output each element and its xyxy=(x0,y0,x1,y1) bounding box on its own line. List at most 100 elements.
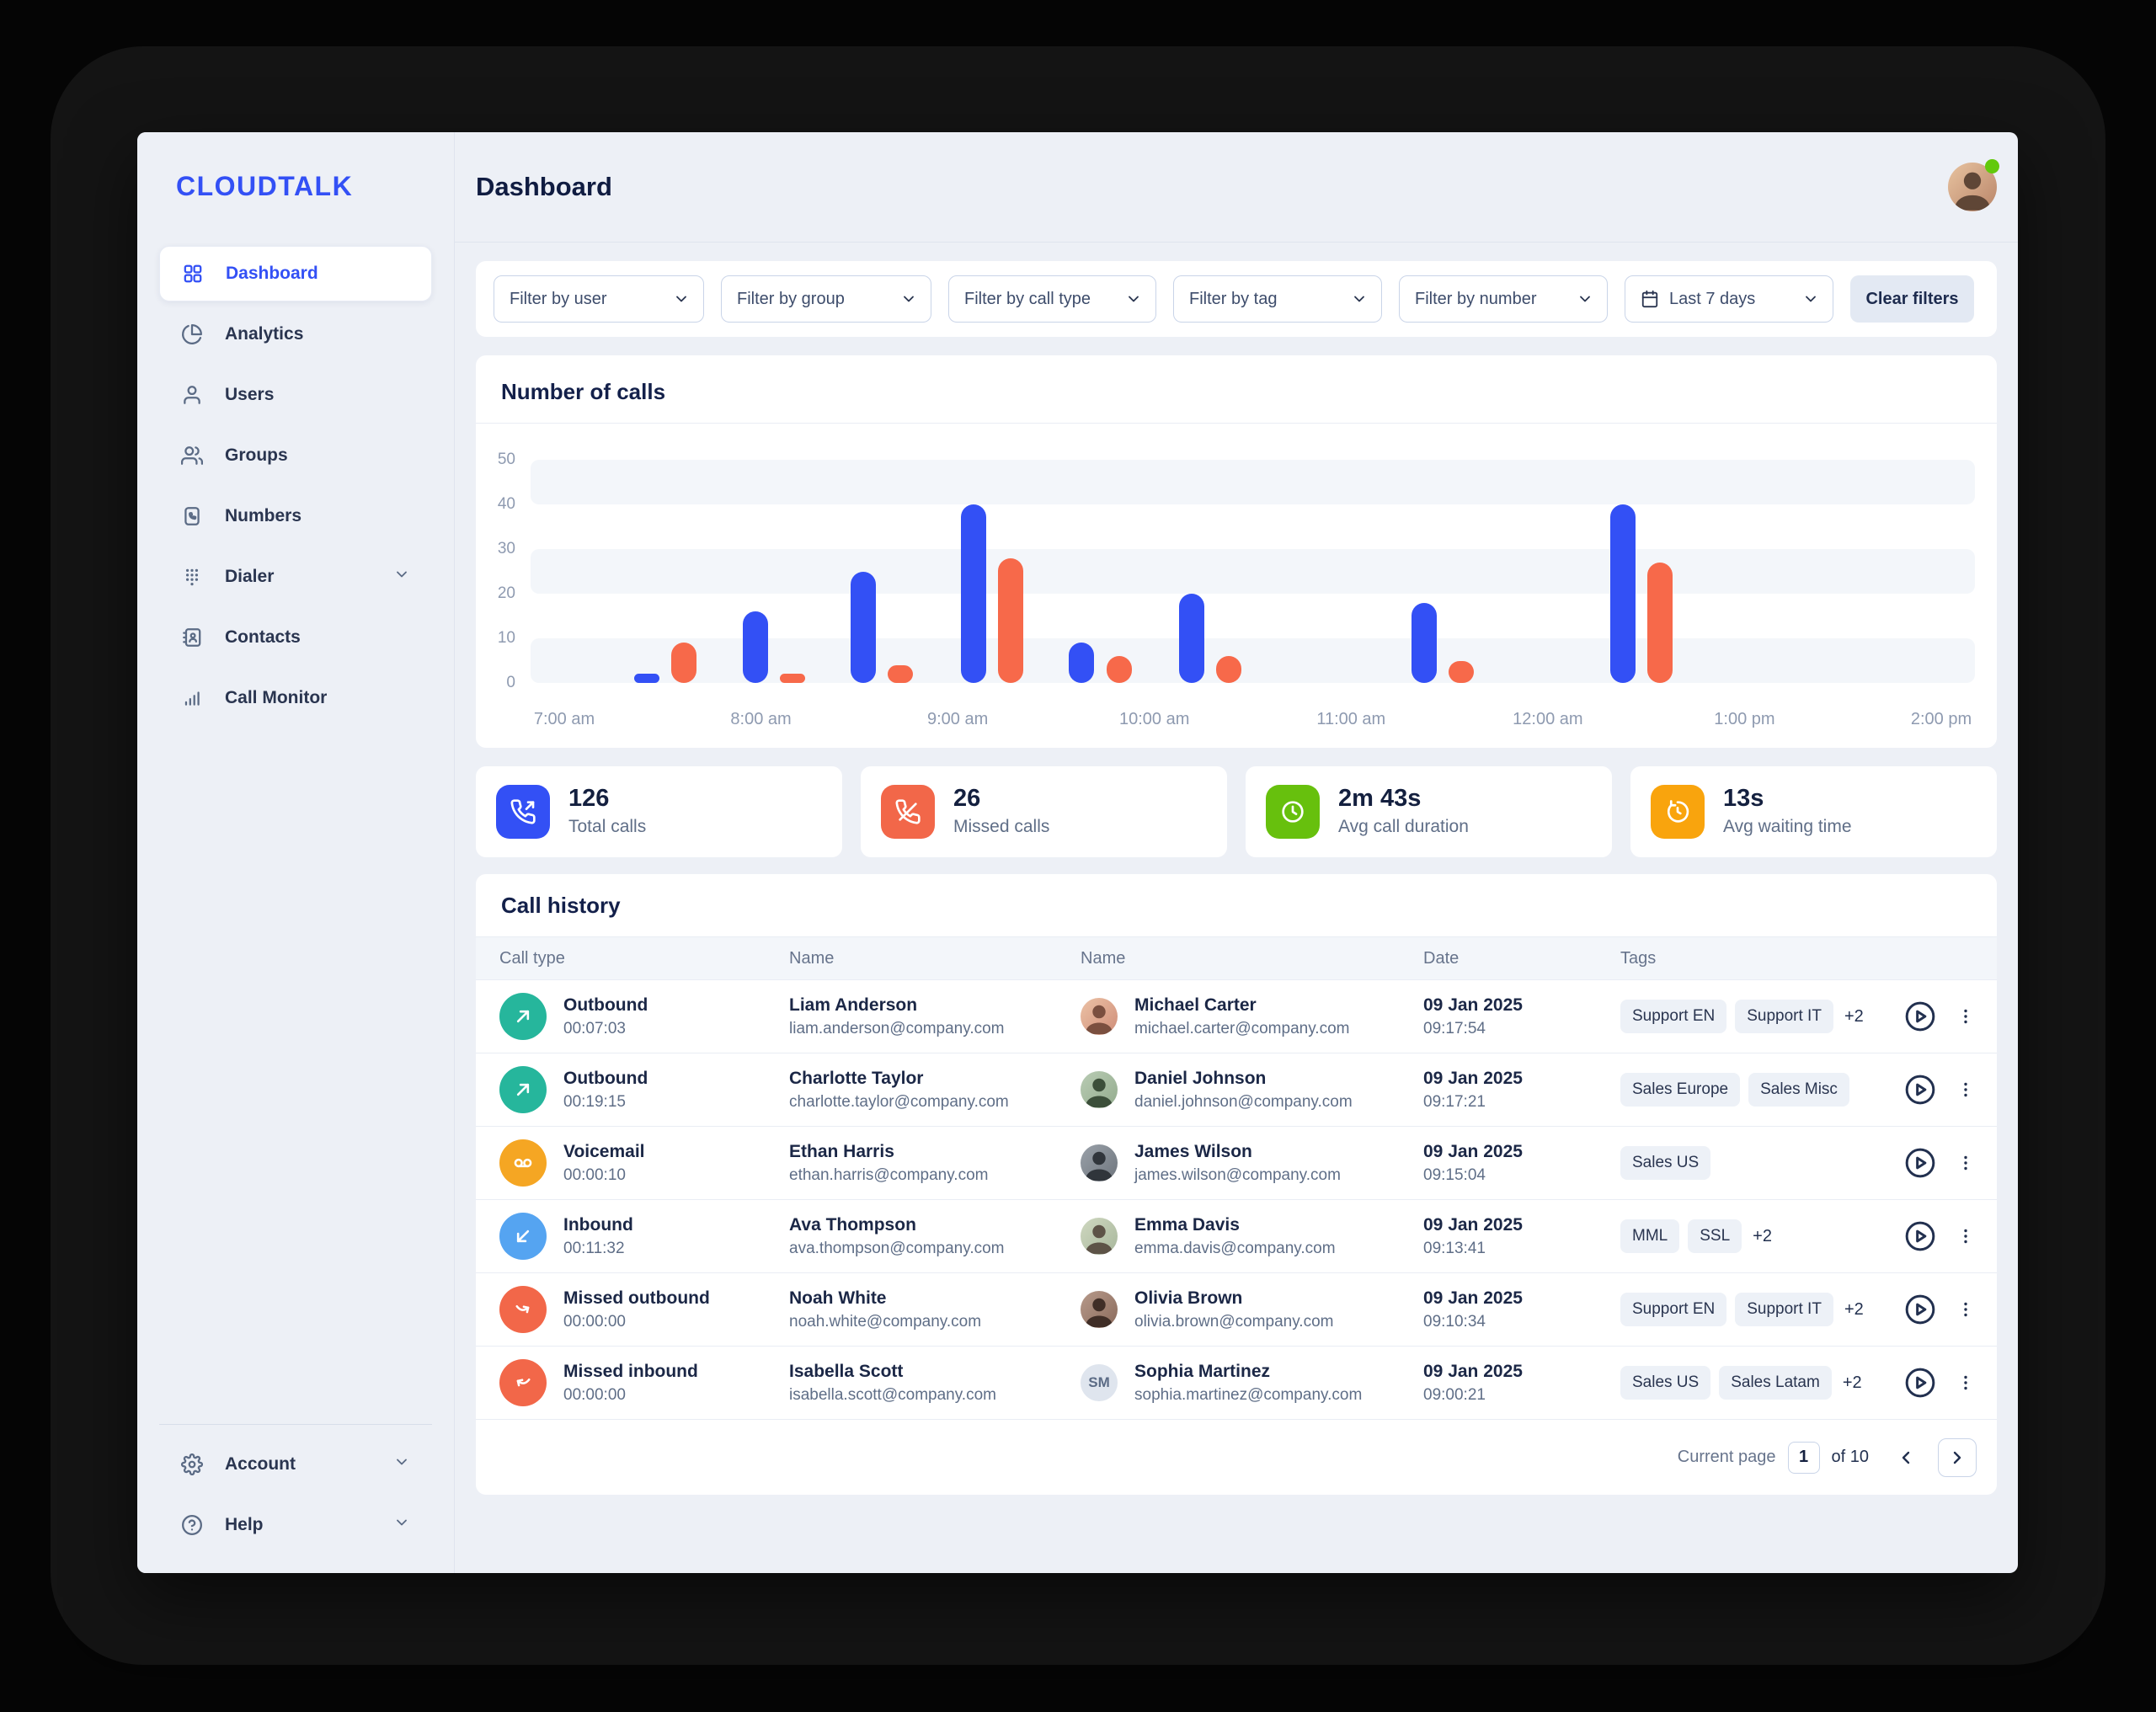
stat-text: 126 Total calls xyxy=(568,787,646,837)
stat-card-avg-waiting-time: 13s Avg waiting time xyxy=(1630,766,1997,857)
chevron-down-icon xyxy=(393,1453,410,1470)
table-row: Inbound 00:11:32 Ava Thompson ava.thompson@… xyxy=(476,1199,1997,1272)
filter-dropdown-3[interactable]: Filter by call type xyxy=(948,275,1156,323)
stats-row: 126 Total calls 26 Missed calls 2m 43s Avg ca… xyxy=(476,766,1997,857)
row-menu-button[interactable] xyxy=(1956,1153,1976,1173)
contact-text: Emma Davis emma.davis@company.com xyxy=(1134,1214,1336,1259)
kebab-icon xyxy=(1956,1153,1976,1173)
stat-text: 13s Avg waiting time xyxy=(1723,787,1852,837)
x-tick-label: 10:00 am xyxy=(1119,710,1190,728)
sidebar-item-analytics[interactable]: Analytics xyxy=(159,307,432,362)
chart-bar-series-blue xyxy=(634,674,660,683)
column-header-4: Date xyxy=(1423,948,1460,968)
row-actions xyxy=(1874,1366,1997,1400)
caller-name: Noah White xyxy=(789,1288,887,1308)
filter-dropdown-5[interactable]: Filter by number xyxy=(1399,275,1608,323)
call-date: 09 Jan 2025 xyxy=(1423,1288,1523,1308)
play-recording-button[interactable] xyxy=(1903,1073,1937,1107)
column-header-5: Tags xyxy=(1620,948,1657,968)
tag-pill: Support EN xyxy=(1620,1293,1727,1326)
clear-filters-button[interactable]: Clear filters xyxy=(1850,275,1974,323)
previous-page-button[interactable] xyxy=(1896,1448,1916,1468)
caller-name: Ethan Harris xyxy=(789,1141,894,1161)
sidebar-nav: Dashboard Analytics Users Groups Numbers Dial… xyxy=(159,246,432,726)
chart-grid-band xyxy=(531,638,1975,683)
play-circle-icon xyxy=(1903,1366,1937,1400)
caller-cell: Ava Thompson ava.thompson@company.com xyxy=(789,1214,1081,1259)
stat-text: 2m 43s Avg call duration xyxy=(1338,787,1469,837)
play-recording-button[interactable] xyxy=(1903,1146,1937,1180)
sidebar-item-users[interactable]: Users xyxy=(159,367,432,423)
sidebar-item-account[interactable]: Account xyxy=(159,1437,432,1492)
chart-bar-series-orange xyxy=(671,643,697,683)
sidebar-item-call-monitor[interactable]: Call Monitor xyxy=(159,670,432,726)
clock-wait-icon xyxy=(1664,798,1691,825)
chart-bar-series-blue xyxy=(1609,504,1636,683)
kebab-icon xyxy=(1956,1080,1976,1100)
address-book-icon xyxy=(181,627,203,648)
row-menu-button[interactable] xyxy=(1956,1373,1976,1393)
arrow-missed-out-icon xyxy=(511,1298,535,1321)
contact-text: Daniel Johnson daniel.johnson@company.com xyxy=(1134,1068,1353,1112)
x-tick-label: 1:00 pm xyxy=(1714,710,1775,728)
tag-pill: Sales US xyxy=(1620,1146,1711,1180)
chevron-down-icon xyxy=(673,291,690,307)
contact-name: James Wilson xyxy=(1134,1141,1252,1161)
sidebar-item-dialer[interactable]: Dialer xyxy=(159,549,432,605)
stat-label: Avg waiting time xyxy=(1723,817,1852,836)
chart-bar-series-orange xyxy=(1216,656,1242,683)
next-page-button[interactable] xyxy=(1938,1437,1977,1477)
play-recording-button[interactable] xyxy=(1903,1219,1937,1253)
play-circle-icon xyxy=(1903,1000,1937,1033)
filter-dropdown-placeholder: Filter by user xyxy=(510,289,607,308)
current-page-input[interactable]: 1 xyxy=(1787,1441,1820,1474)
filter-dropdown-4[interactable]: Filter by tag xyxy=(1173,275,1382,323)
more-tags-count: +2 xyxy=(1844,1006,1864,1026)
row-menu-button[interactable] xyxy=(1956,1006,1976,1027)
call-duration: 00:00:10 xyxy=(563,1165,626,1184)
play-recording-button[interactable] xyxy=(1903,1366,1937,1400)
cloudtalk-logo: CLOUDTALK xyxy=(176,171,354,201)
sidebar-item-groups[interactable]: Groups xyxy=(159,428,432,483)
contact-email: michael.carter@company.com xyxy=(1134,1019,1350,1037)
row-menu-button[interactable] xyxy=(1956,1299,1976,1320)
tags-cell: Support EN Support IT +2 xyxy=(1620,1000,1874,1033)
date-range-dropdown[interactable]: Last 7 days xyxy=(1625,275,1833,323)
call-type-label: Outbound xyxy=(563,1068,648,1088)
x-tick-label: 11:00 am xyxy=(1316,710,1386,728)
kebab-icon xyxy=(1956,1299,1976,1320)
row-actions xyxy=(1874,1293,1997,1326)
arrow-up-right-call-icon xyxy=(499,993,547,1040)
page-header: Dashboard xyxy=(455,132,2018,243)
sidebar-item-label: Account xyxy=(225,1454,296,1474)
filter-dropdown-1[interactable]: Filter by user xyxy=(494,275,704,323)
more-tags-count: +2 xyxy=(1753,1226,1772,1245)
date-range-content: Last 7 days xyxy=(1641,290,1755,309)
contact-email: emma.davis@company.com xyxy=(1134,1239,1336,1257)
play-recording-button[interactable] xyxy=(1903,1000,1937,1033)
tag-pill: Support IT xyxy=(1735,1293,1833,1326)
sidebar-item-label: Dialer xyxy=(225,567,275,586)
filter-dropdown-2[interactable]: Filter by group xyxy=(721,275,931,323)
sidebar-item-numbers[interactable]: Numbers xyxy=(159,488,432,544)
x-tick-label: 12:00 am xyxy=(1513,710,1583,728)
sidebar-item-dashboard[interactable]: Dashboard xyxy=(159,246,432,301)
contact-cell: Michael Carter michael.carter@company.com xyxy=(1081,995,1423,1039)
stat-text: 26 Missed calls xyxy=(953,787,1049,837)
call-type-text: Outbound 00:19:15 xyxy=(563,1068,648,1112)
x-tick-label: 9:00 am xyxy=(926,710,989,728)
user-avatar[interactable] xyxy=(1948,159,1999,211)
row-menu-button[interactable] xyxy=(1956,1080,1976,1100)
stat-card-avg-call-duration: 2m 43s Avg call duration xyxy=(1246,766,1612,857)
play-recording-button[interactable] xyxy=(1903,1293,1937,1326)
voicemail-call-icon xyxy=(499,1139,547,1187)
arrow-missed-out-call-icon xyxy=(499,1286,547,1333)
sidebar-item-help[interactable]: Help xyxy=(159,1497,432,1553)
arrow-up-right-icon xyxy=(511,1078,535,1101)
calls-chart-card: Number of calls 0 10 20 30 40 50 7:00 am 8:00 … xyxy=(476,355,1997,748)
sidebar-item-contacts[interactable]: Contacts xyxy=(159,610,432,665)
chevron-down-icon xyxy=(1125,291,1142,307)
row-menu-button[interactable] xyxy=(1956,1226,1976,1246)
chart-bar-series-blue xyxy=(851,571,877,683)
